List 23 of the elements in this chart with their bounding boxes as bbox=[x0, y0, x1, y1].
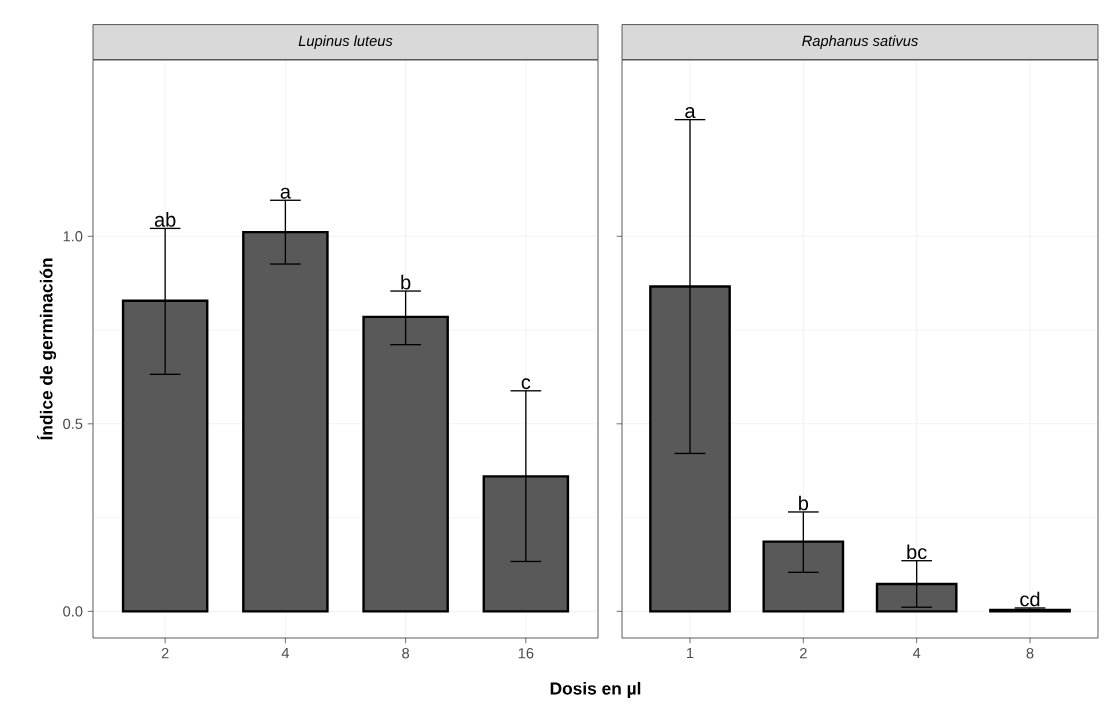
chart-title: Raphanus sativus bbox=[802, 35, 918, 49]
annotation: a bbox=[280, 187, 291, 199]
x-tick-label: 16 bbox=[518, 648, 534, 659]
x-tick-label: 1 bbox=[687, 648, 694, 659]
x-tick-label: 4 bbox=[912, 648, 921, 659]
annotation: ab bbox=[154, 212, 176, 227]
annotation: cd bbox=[1020, 591, 1040, 607]
y-tick-label: 1.0 bbox=[63, 231, 83, 242]
chart-title: Lupinus luteus bbox=[298, 35, 393, 49]
x-tick-label: 4 bbox=[281, 648, 290, 659]
y-tick-label: 0.5 bbox=[63, 418, 83, 430]
x-tick-label: 8 bbox=[1026, 648, 1034, 659]
x-axis-title: Dosis en µl bbox=[550, 681, 641, 699]
annotation: b bbox=[799, 495, 809, 511]
annotation: a bbox=[685, 107, 696, 119]
x-tick-label: 2 bbox=[799, 648, 807, 659]
y-tick-label: 0.0 bbox=[63, 606, 83, 617]
x-tick-label: 2 bbox=[161, 648, 169, 659]
x-tick-label: 8 bbox=[402, 648, 410, 659]
annotation: c bbox=[521, 378, 531, 390]
annotation: b bbox=[401, 274, 411, 290]
annotation: bc bbox=[907, 544, 927, 560]
y-axis-title: Índice de germinación bbox=[37, 258, 57, 440]
